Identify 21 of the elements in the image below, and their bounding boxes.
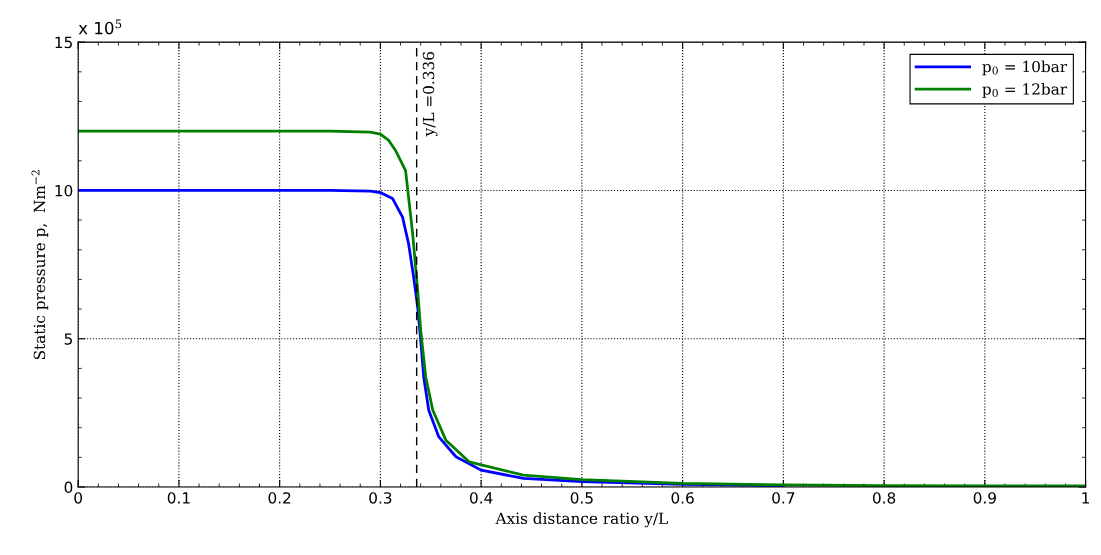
legend-label: p$_{0}$ = 12bar	[982, 82, 1068, 98]
x-tick-label: 0.5	[570, 492, 593, 504]
y-axis-title: Static pressure p, Nm$^{−2}$	[31, 170, 49, 360]
y-tick-label: 15	[55, 36, 72, 49]
x-tick-label: 0.3	[369, 492, 392, 504]
x-tick-label: 0.6	[671, 492, 694, 504]
x-tick-label: 0.1	[167, 492, 190, 504]
x-tick-label: 1	[1082, 492, 1090, 504]
y-tick-label: 5	[64, 333, 72, 345]
text: x 10$^{5}$	[78, 19, 122, 35]
x-tick-label: 0.9	[973, 492, 996, 504]
x-tick-label: 0	[74, 492, 83, 504]
y-tick-label: 0	[64, 481, 73, 494]
legend-label: p$_{0}$ = 10bar	[982, 60, 1068, 76]
y-tick-label: 10	[55, 184, 73, 197]
x-axis-title: Axis distance ratio y/L	[495, 512, 668, 528]
x-tick-label: 0.4	[470, 492, 493, 504]
ref-line-label: y/L =0.336	[422, 52, 438, 137]
x-tick-label: 0.8	[872, 492, 896, 504]
x-tick-label: 0.2	[268, 492, 291, 504]
x-tick-label: 0.7	[772, 492, 795, 504]
